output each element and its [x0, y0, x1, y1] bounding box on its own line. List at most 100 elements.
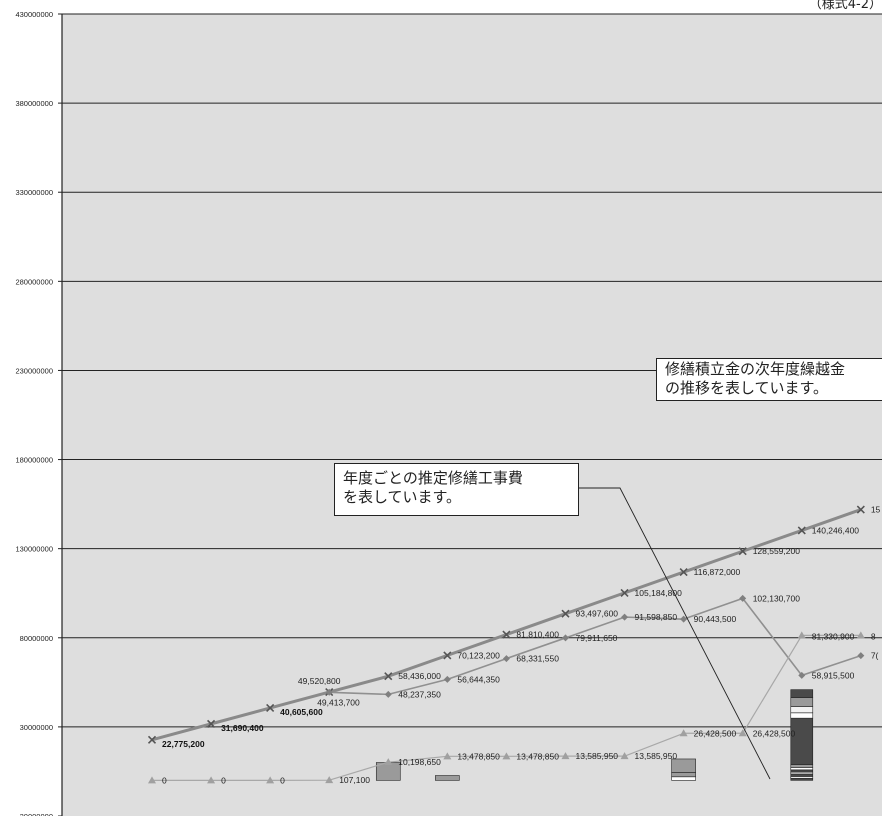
bar-segment: [790, 773, 814, 777]
marker-diamond: [857, 652, 865, 660]
bar-segment: [790, 769, 814, 773]
marker-triangle: [738, 729, 747, 737]
marker-diamond: [621, 613, 629, 621]
data-label: 22,775,200: [162, 739, 205, 749]
plot-area: [62, 14, 882, 816]
bar-segment: [790, 706, 814, 714]
marker-triangle: [207, 776, 216, 784]
marker-x: [797, 526, 806, 535]
data-label: 58,915,500: [812, 670, 855, 680]
marker-diamond: [502, 655, 510, 663]
bar-segment: [790, 712, 814, 719]
header-note: （様式4-2）: [809, 0, 882, 12]
y-tick-label: 80000000: [20, 634, 53, 643]
data-label: 13,478,850: [516, 751, 559, 761]
marker-triangle: [443, 752, 452, 760]
data-label: 56,644,350: [457, 674, 500, 684]
marker-x: [207, 719, 216, 728]
marker-diamond: [443, 675, 451, 683]
bar-segment: [671, 758, 696, 773]
marker-triangle: [856, 631, 865, 639]
marker-triangle: [797, 631, 806, 639]
marker-diamond: [325, 688, 333, 696]
marker-x: [856, 505, 865, 514]
bar-segment: [435, 775, 460, 781]
cost-callout: 年度ごとの推定修繕工事費 を表しています。: [334, 463, 579, 516]
data-labels: 22,775,200 31,690,400 40,605,600 49,520,800…: [162, 505, 881, 786]
data-label: 7(: [871, 651, 879, 661]
marker-triangle: [325, 776, 334, 784]
marker-x: [147, 735, 157, 744]
data-label: 107,100: [339, 775, 370, 785]
data-label: 93,497,600: [575, 609, 618, 619]
data-label: 91,598,850: [635, 612, 678, 622]
y-tick-label: 430000000: [15, 10, 53, 19]
data-label: 13,478,850: [457, 751, 500, 761]
marker-x: [561, 609, 570, 618]
data-label: 13,585,950: [575, 751, 618, 761]
bar-segment: [671, 772, 696, 778]
data-label: 15: [871, 505, 881, 515]
marker-x: [384, 672, 393, 681]
bar-segment: [671, 776, 696, 781]
cost-bars: [375, 689, 814, 781]
cost-callout-leader: [578, 487, 771, 780]
balance-callout: 修繕積立金の次年度繰越金 の推移を表しています。: [656, 358, 882, 401]
marker-x: [738, 547, 747, 556]
bar-segment: [790, 767, 814, 771]
bar-segment: [790, 697, 814, 707]
gridlines: [62, 13, 882, 728]
data-label: 81,810,400: [516, 630, 559, 640]
data-label: 13,585,950: [635, 751, 678, 761]
marker-x: [679, 567, 688, 577]
marker-triangle: [266, 776, 275, 784]
bar-segment: [790, 764, 814, 769]
marker-diamond: [739, 594, 747, 602]
data-label: 70,123,200: [457, 650, 500, 660]
data-label: 105,184,800: [635, 588, 683, 598]
data-label: 0: [162, 775, 167, 785]
marker-diamond: [384, 690, 392, 698]
data-label: 26,428,500: [753, 728, 796, 738]
series-line-b: [329, 597, 862, 696]
marker-x: [443, 651, 452, 660]
y-tick-label: 330000000: [15, 188, 53, 197]
data-label: 10,198,650: [398, 757, 441, 767]
marker-x: [266, 703, 275, 713]
data-label: 0: [221, 775, 226, 785]
marker-diamond: [561, 634, 569, 642]
series-markers: [147, 505, 865, 784]
data-label: 128,559,200: [753, 546, 801, 556]
marker-triangle: [679, 729, 688, 737]
y-axis-ticks: -20000000 30000000 80000000 130000000 180000…: [15, 10, 62, 816]
marker-x: [502, 630, 511, 639]
marker-diamond: [798, 671, 806, 679]
data-label: 49,520,800: [298, 676, 341, 686]
marker-diamond: [680, 615, 688, 623]
data-label: 40,605,600: [280, 707, 323, 717]
data-label: 31,690,400: [221, 723, 264, 733]
data-label: 8: [871, 631, 876, 641]
marker-triangle: [561, 752, 570, 760]
data-label: 49,413,700: [317, 697, 360, 707]
data-label: 26,428,500: [694, 728, 737, 738]
y-tick-label: 280000000: [15, 277, 53, 286]
bar-segment: [790, 777, 814, 781]
marker-triangle: [148, 776, 156, 784]
data-label: 48,237,350: [398, 689, 441, 699]
y-tick-label: 230000000: [15, 366, 53, 375]
bar-segment: [790, 717, 814, 765]
data-label: 81,330,900: [812, 631, 855, 641]
data-label: 102,130,700: [753, 593, 801, 603]
data-label: 0: [280, 775, 285, 785]
marker-x: [620, 588, 629, 597]
data-label: 140,246,400: [812, 525, 860, 535]
y-tick-label: -20000000: [17, 812, 53, 816]
y-tick-label: 30000000: [20, 723, 53, 732]
marker-triangle: [384, 758, 393, 766]
data-label: 79,911,650: [575, 633, 617, 643]
bar-segment: [790, 689, 814, 698]
y-tick-label: 380000000: [15, 99, 53, 108]
y-tick-label: 130000000: [15, 545, 53, 554]
